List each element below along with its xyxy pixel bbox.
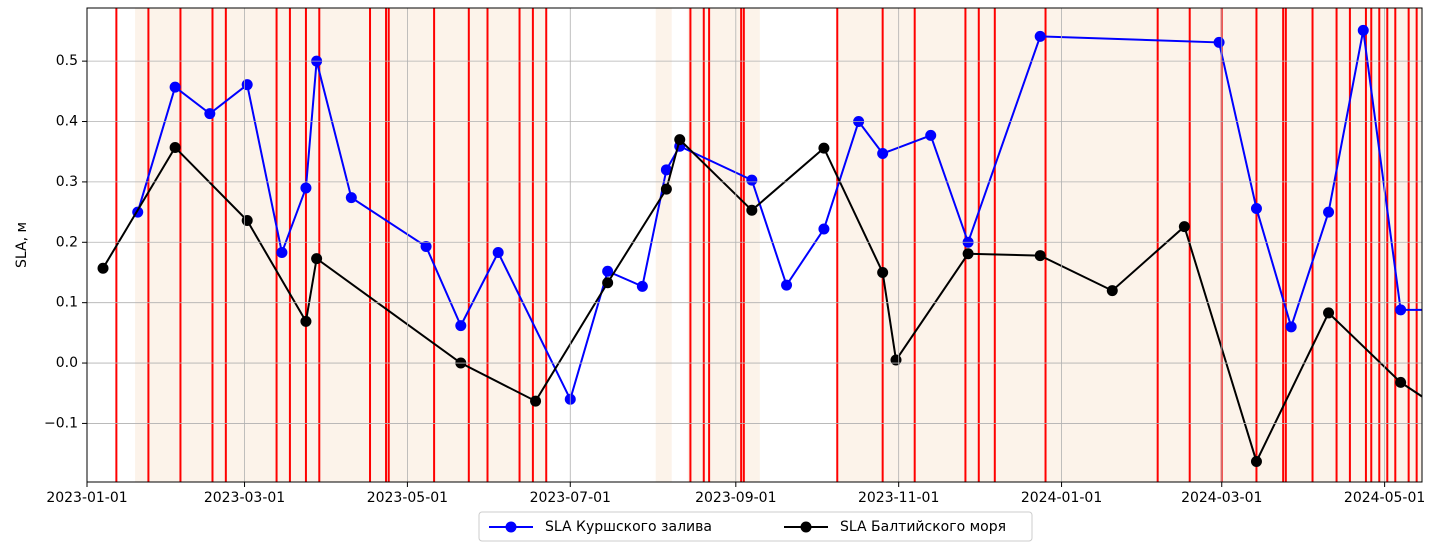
series-point [925,129,937,141]
series-point [241,215,253,227]
series-point [1430,400,1435,411]
series-point [1250,202,1262,214]
series-point [890,354,902,366]
series-line [102,137,1422,465]
shaded-span [655,8,672,482]
y-axis-label: SLA, м [14,222,30,268]
series-point [636,280,648,292]
plot-area [97,8,1435,482]
series-point [1250,455,1262,467]
series-point [818,223,830,235]
series-point [1357,24,1369,36]
series-point [746,174,758,186]
series-point [169,141,181,153]
series-point [420,241,432,253]
x-tick-label: 2023-11-01 [858,490,939,506]
y-tick-label: 0.3 [56,174,78,190]
series-point [1213,36,1225,48]
series-point [1034,30,1046,42]
series-point [169,81,181,93]
series-point [1395,376,1407,388]
series-point [818,142,830,154]
series-point [1034,250,1046,262]
series-point [1285,321,1297,333]
x-tick-label: 2024-03-01 [1181,490,1262,506]
x-tick-label: 2023-03-01 [204,490,285,506]
series-point [781,279,793,291]
series-point [311,253,323,265]
x-tick-label: 2024-01-01 [1021,490,1102,506]
series-point [204,108,216,120]
legend-marker [505,521,517,533]
y-tick-label: 0.4 [56,114,78,130]
series-point [97,262,109,274]
shaded-span [837,8,1422,482]
legend-marker [800,521,812,533]
series-point [1106,285,1118,297]
x-tick-label: 2023-07-01 [530,490,611,506]
series-point [492,247,504,259]
y-tick-label: 0.2 [56,234,78,250]
y-tick-label: 0.5 [56,53,78,69]
x-tick-label: 2024-05-01 [1344,490,1425,506]
shaded-span [687,8,760,482]
legend-box [478,511,1033,542]
y-tick-label: 0.0 [56,355,78,371]
series-point [602,277,614,289]
series-point [300,182,312,194]
series-point [345,192,357,204]
series-point [276,247,288,259]
series-point [530,395,542,407]
series-point [1323,206,1335,218]
x-tick-label: 2023-01-01 [46,490,127,506]
axes-frame [86,7,1423,483]
series-point [1323,307,1335,319]
series-point [602,265,614,277]
x-tick-label: 2023-09-01 [695,490,776,506]
legend-label: SLA Куршского залива [545,519,712,535]
series-point [877,148,889,160]
series-point [660,164,672,176]
series-point [1430,304,1435,315]
series-point [962,248,974,260]
y-tick-label: −0.1 [44,415,78,431]
legend: SLA Куршского залива SLA Балтийского моря [478,511,1033,542]
series-point [877,266,889,278]
x-tick-label: 2023-05-01 [367,490,448,506]
series-point [300,315,312,327]
series-point [241,79,253,91]
y-tick-label: 0.1 [56,295,78,311]
series-point [746,204,758,216]
series-point [674,134,686,146]
series-point [455,320,467,332]
shaded-span [135,8,547,482]
series-point [660,183,672,195]
series-point [1395,304,1407,316]
legend-label: SLA Балтийского моря [840,519,1006,535]
series-point [1178,221,1190,233]
